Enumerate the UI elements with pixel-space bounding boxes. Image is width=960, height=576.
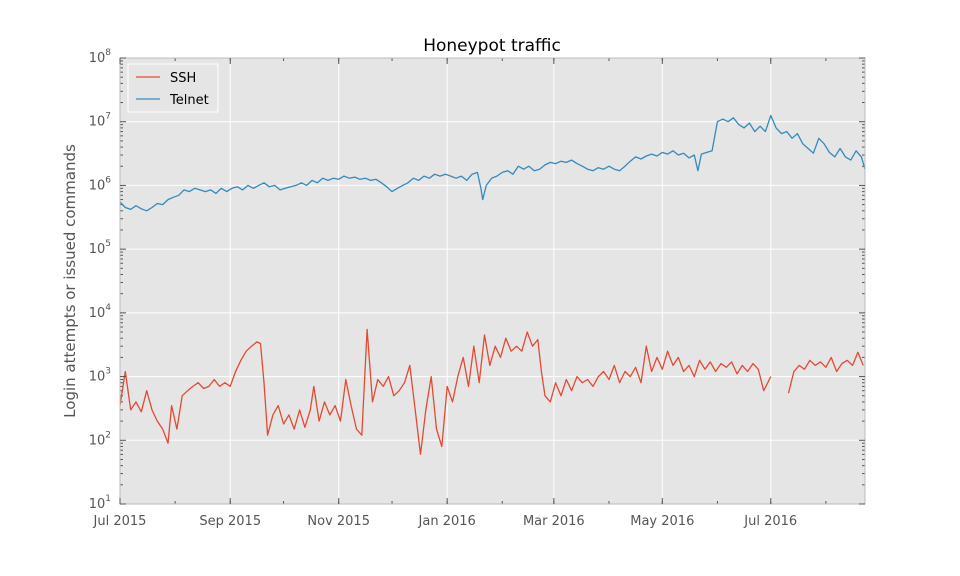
y-tick-base: 10: [89, 370, 106, 385]
x-tick-label: Jan 2016: [418, 514, 476, 529]
y-tick-exponent: 7: [105, 112, 111, 122]
x-axis: Jul 2015 Sep 2015 Nov 2015 Jan 2016 Mar 2016…: [93, 58, 797, 529]
legend-label: SSH: [170, 71, 196, 86]
y-tick-base: 10: [89, 51, 106, 66]
x-tick-label: Mar 2016: [523, 514, 585, 529]
series-layer: [119, 114, 866, 456]
series-line-telnet: [119, 114, 866, 212]
y-tick-label: 107: [89, 112, 111, 130]
y-tick-exponent: 8: [105, 48, 111, 58]
x-tick-label: Jul 2015: [93, 514, 147, 529]
plot-area: [120, 58, 865, 504]
x-tick-label: Nov 2015: [307, 514, 370, 529]
chart-title: Honeypot traffic: [423, 36, 561, 56]
y-tick-exponent: 4: [105, 303, 111, 313]
y-axis-label: Login attempts or issued commands: [61, 144, 79, 418]
grid: [119, 57, 865, 505]
x-tick-label: Sep 2015: [199, 514, 261, 529]
y-tick-label: 108: [89, 48, 112, 66]
y-tick-exponent: 6: [105, 175, 111, 185]
legend-box: [127, 63, 219, 113]
y-tick-exponent: 1: [105, 494, 111, 504]
x-tick-label: May 2016: [630, 514, 694, 529]
y-tick-exponent: 2: [105, 430, 111, 440]
y-tick-label: 102: [89, 430, 111, 448]
y-tick-label: 101: [89, 494, 111, 512]
y-tick-base: 10: [89, 115, 106, 130]
y-tick-base: 10: [89, 306, 106, 321]
y-tick-label: 105: [89, 239, 111, 257]
series-line-ssh: [119, 328, 864, 456]
y-tick-base: 10: [89, 242, 106, 257]
y-tick-base: 10: [89, 178, 106, 193]
plot-frame: [119, 57, 866, 505]
y-tick-base: 10: [89, 497, 106, 512]
y-tick-label: 103: [89, 367, 111, 385]
y-tick-exponent: 3: [105, 367, 111, 377]
x-tick-label: Jul 2016: [743, 514, 797, 529]
legend: SSH Telnet: [127, 63, 219, 113]
y-tick-exponent: 5: [105, 239, 111, 249]
legend-label: Telnet: [169, 93, 209, 108]
y-tick-label: 106: [89, 175, 112, 193]
y-tick-base: 10: [89, 433, 106, 448]
y-tick-label: 104: [89, 303, 112, 321]
